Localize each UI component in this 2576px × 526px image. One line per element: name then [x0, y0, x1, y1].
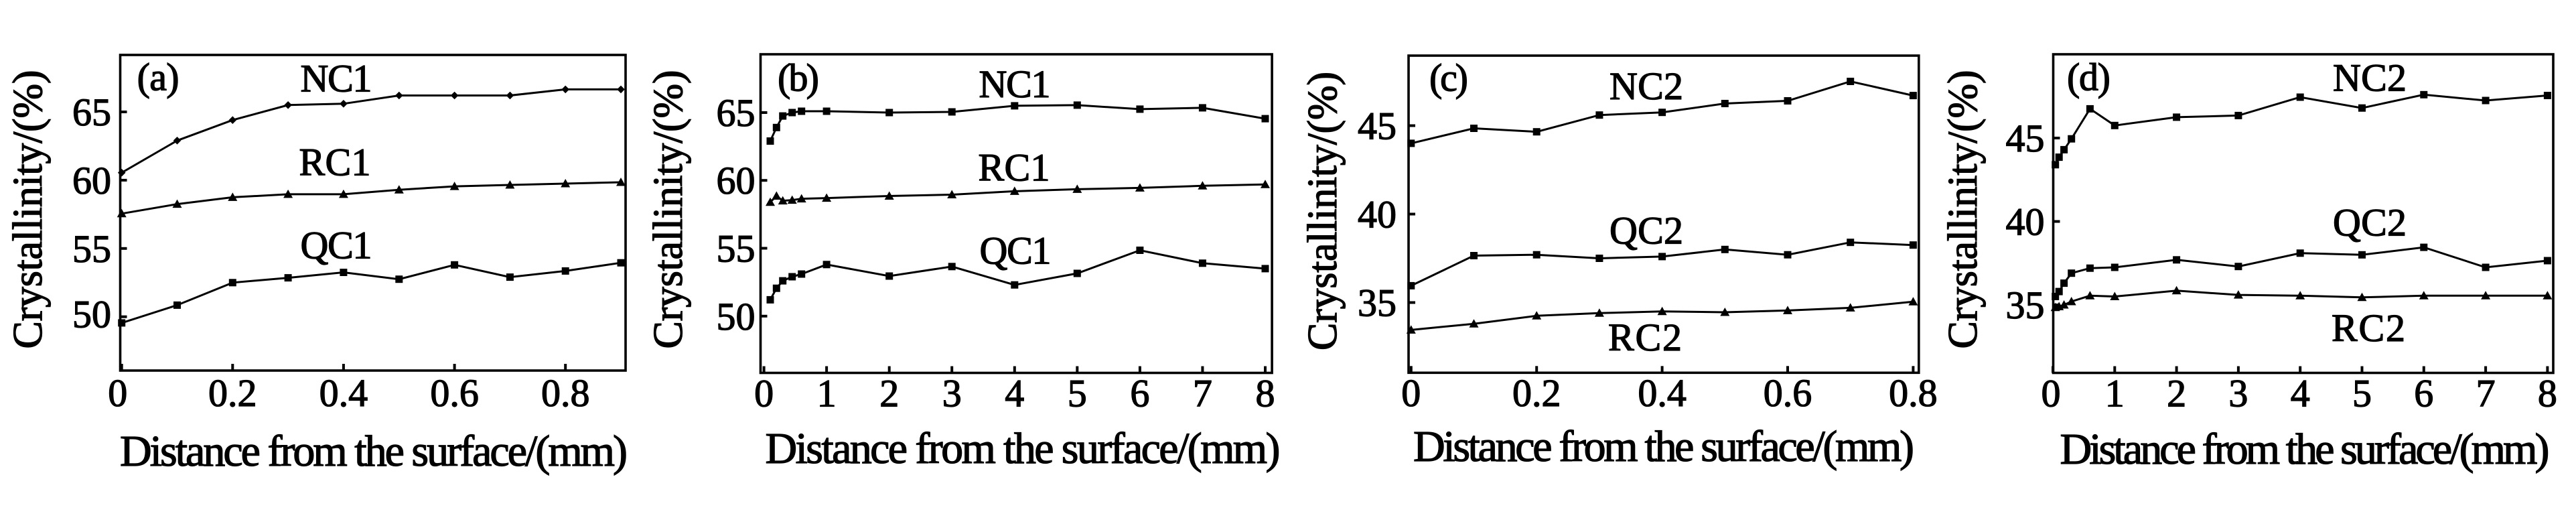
svg-text:NC2: NC2	[1609, 64, 1683, 108]
svg-text:(d): (d)	[2067, 56, 2110, 99]
svg-text:3: 3	[2228, 372, 2248, 415]
svg-text:0.8: 0.8	[1889, 371, 1938, 415]
svg-text:RC1: RC1	[299, 140, 371, 184]
svg-text:2: 2	[879, 372, 899, 415]
svg-text:40: 40	[1358, 193, 1397, 237]
svg-text:NC2: NC2	[2333, 56, 2407, 99]
svg-text:Distance from the surface/(mm): Distance from the surface/(mm)	[120, 427, 628, 476]
svg-text:0: 0	[2042, 372, 2061, 415]
svg-text:NC1: NC1	[301, 56, 372, 100]
svg-text:60: 60	[717, 159, 756, 202]
svg-text:RC2: RC2	[2332, 306, 2405, 350]
svg-text:(a): (a)	[137, 56, 180, 99]
svg-text:RC1: RC1	[979, 146, 1050, 190]
svg-text:0: 0	[1401, 371, 1421, 415]
svg-text:0: 0	[754, 372, 774, 415]
svg-text:50: 50	[717, 295, 756, 338]
svg-text:0.2: 0.2	[208, 371, 257, 415]
svg-text:4: 4	[2291, 372, 2310, 415]
svg-text:0.8: 0.8	[541, 371, 590, 415]
svg-text:Crystallinity/(%): Crystallinity/(%)	[1300, 72, 1346, 350]
svg-text:QC1: QC1	[980, 228, 1052, 272]
svg-text:2: 2	[2167, 372, 2186, 415]
svg-text:0.6: 0.6	[430, 371, 479, 415]
svg-text:6: 6	[2414, 372, 2433, 415]
svg-text:0.2: 0.2	[1512, 371, 1561, 415]
svg-text:QC1: QC1	[301, 224, 372, 267]
svg-text:RC2: RC2	[1608, 316, 1682, 359]
svg-text:65: 65	[72, 90, 111, 134]
svg-text:Crystallinity/(%): Crystallinity/(%)	[1940, 70, 1986, 349]
svg-text:8: 8	[1256, 372, 1275, 415]
svg-text:5: 5	[2352, 372, 2372, 415]
svg-text:(b): (b)	[778, 56, 819, 100]
svg-text:55: 55	[717, 227, 756, 271]
svg-text:1: 1	[2105, 372, 2125, 415]
svg-text:0.6: 0.6	[1764, 371, 1812, 415]
svg-text:4: 4	[1005, 372, 1024, 415]
svg-text:8: 8	[2538, 372, 2557, 415]
svg-text:5: 5	[1068, 372, 1087, 415]
svg-text:0: 0	[108, 371, 127, 415]
svg-text:45: 45	[2006, 117, 2045, 160]
svg-text:Distance from the surface/(mm): Distance from the surface/(mm)	[766, 424, 1281, 473]
svg-text:7: 7	[2476, 372, 2496, 415]
svg-text:(c): (c)	[1429, 56, 1468, 99]
svg-text:3: 3	[942, 372, 962, 415]
svg-text:1: 1	[817, 372, 837, 415]
svg-text:Crystallinity/(%): Crystallinity/(%)	[5, 70, 51, 349]
svg-text:Distance from the surface/(mm): Distance from the surface/(mm)	[2060, 425, 2550, 474]
svg-text:0.4: 0.4	[319, 371, 368, 415]
svg-text:35: 35	[2006, 283, 2045, 327]
svg-text:45: 45	[1358, 105, 1397, 148]
svg-text:Distance from the surface/(mm): Distance from the surface/(mm)	[1413, 422, 1914, 471]
svg-text:Crystallinity/(%): Crystallinity/(%)	[646, 70, 691, 349]
svg-text:QC2: QC2	[2333, 200, 2407, 244]
svg-text:NC1: NC1	[979, 62, 1051, 106]
svg-text:65: 65	[717, 91, 756, 135]
svg-text:35: 35	[1358, 281, 1397, 325]
svg-text:40: 40	[2006, 200, 2045, 244]
svg-text:QC2: QC2	[1609, 209, 1683, 253]
svg-text:7: 7	[1193, 372, 1212, 415]
svg-text:6: 6	[1130, 372, 1149, 415]
svg-text:55: 55	[72, 227, 111, 271]
svg-text:0.4: 0.4	[1638, 371, 1687, 415]
svg-text:60: 60	[72, 159, 111, 202]
svg-text:50: 50	[72, 293, 111, 336]
